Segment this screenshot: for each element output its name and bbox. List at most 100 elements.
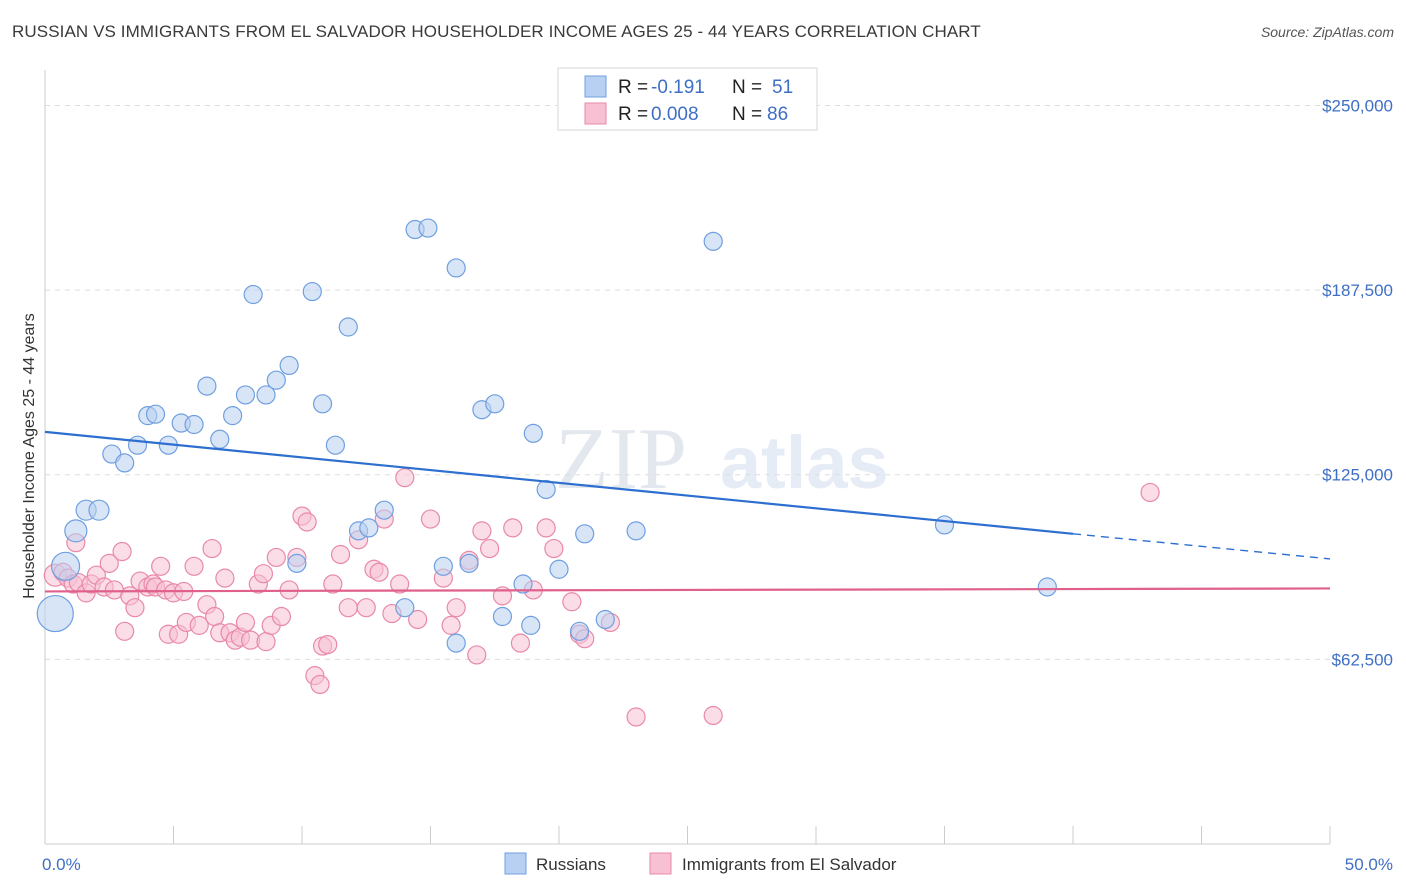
- russian-point: [279, 355, 299, 376]
- legend-russians-swatch: [584, 75, 607, 98]
- legend-bottom-salvador-label: Immigrants from El Salvador: [682, 855, 897, 874]
- russian-point: [446, 258, 466, 278]
- russian-point: [127, 435, 148, 455]
- salvador-point: [446, 598, 466, 618]
- russian-point: [266, 370, 286, 390]
- salvador-point: [330, 544, 351, 565]
- russian-point: [243, 284, 263, 305]
- salvador-point: [310, 674, 330, 695]
- salvador-point: [215, 568, 235, 588]
- legend-r-label-2: R =: [618, 104, 648, 125]
- russian-point: [235, 385, 256, 405]
- legend-r-value-1: -0.191: [651, 77, 705, 98]
- salvador-point: [253, 564, 274, 584]
- russian-point: [569, 621, 590, 641]
- legend-r-value-2: 0.008: [651, 104, 699, 125]
- y-tick-label: $125,000: [1322, 466, 1393, 485]
- russian-point: [88, 499, 110, 521]
- russian-point: [312, 394, 333, 414]
- salvador-point: [125, 598, 145, 618]
- salvador-point: [202, 538, 222, 559]
- legend-n-label-1: N =: [732, 77, 762, 98]
- salvador-point: [115, 621, 135, 641]
- salvador-point: [318, 634, 338, 655]
- salvador-point: [626, 707, 646, 727]
- russian-point: [485, 394, 505, 414]
- russian-point: [549, 559, 569, 579]
- russian-point: [418, 218, 438, 238]
- salvador-point: [467, 645, 487, 665]
- salvador-point: [151, 556, 171, 576]
- russian-point: [626, 521, 646, 541]
- russian-point: [325, 435, 346, 455]
- russian-point: [433, 556, 453, 576]
- salvador-trendline: [44, 587, 1331, 593]
- legend-salvador-swatch: [584, 102, 607, 125]
- russians-trendline-extension: [1072, 533, 1331, 560]
- salvador-point: [323, 574, 343, 594]
- legend-bottom-salvador-swatch: [649, 852, 672, 875]
- salvador-point: [480, 538, 500, 559]
- russian-point: [1037, 577, 1057, 597]
- y-axis-label: Householder Income Ages 25 - 44 years: [21, 313, 38, 599]
- series-legend: Russians Immigrants from El Salvador: [504, 852, 897, 875]
- salvador-point: [562, 592, 582, 612]
- russian-point: [492, 606, 513, 627]
- y-tick-labels: $62,500 $125,000 $187,500 $250,000: [1322, 96, 1393, 669]
- salvador-point: [338, 598, 358, 618]
- russian-point: [523, 423, 543, 443]
- salvador-point: [205, 606, 225, 627]
- axes: [44, 70, 1331, 845]
- salvador-point: [703, 705, 723, 726]
- russian-point: [64, 519, 88, 543]
- stats-legend: R = -0.191 N = 51 R = 0.008 N = 86: [557, 67, 818, 131]
- russian-point: [359, 518, 379, 538]
- salvador-point: [99, 553, 119, 573]
- salvador-point: [441, 615, 461, 635]
- y-tick-label: $250,000: [1322, 96, 1393, 115]
- y-tick-label: $62,500: [1332, 650, 1393, 669]
- russian-point: [595, 609, 615, 630]
- russians-series: [36, 218, 1057, 653]
- legend-bottom-russians-label: Russians: [536, 855, 606, 874]
- russian-point: [703, 231, 723, 251]
- salvador-point: [271, 606, 292, 627]
- russian-point: [575, 524, 595, 544]
- chart-title: RUSSIAN VS IMMIGRANTS FROM EL SALVADOR H…: [12, 22, 981, 41]
- salvador-point: [420, 509, 441, 529]
- salvador-point: [408, 609, 428, 630]
- salvador-point: [266, 547, 286, 568]
- russian-point: [256, 385, 276, 405]
- russian-point: [145, 404, 166, 424]
- russian-point: [374, 500, 394, 520]
- russian-point: [513, 574, 533, 594]
- russian-point: [210, 429, 230, 449]
- salvador-point: [235, 612, 256, 633]
- legend-bottom-russians-swatch: [504, 852, 527, 875]
- gridlines: [45, 104, 1395, 660]
- x-tick-label-max: 50.0%: [1345, 855, 1393, 874]
- russian-point: [521, 615, 541, 635]
- russian-point: [302, 281, 322, 302]
- salvador-point: [503, 518, 523, 538]
- x-tick-label-min: 0.0%: [42, 855, 81, 874]
- source-label: Source: ZipAtlas.com: [1260, 24, 1394, 40]
- salvador-point: [544, 538, 564, 559]
- salvador-point: [472, 521, 492, 541]
- russian-point: [446, 633, 466, 653]
- russian-point: [287, 553, 307, 573]
- salvador-point: [536, 518, 556, 538]
- russian-point: [338, 317, 358, 337]
- salvador-point: [510, 633, 531, 653]
- salvador-point: [1140, 482, 1160, 503]
- salvador-point: [395, 468, 415, 488]
- russian-point: [934, 515, 955, 535]
- y-tick-label: $187,500: [1322, 281, 1393, 300]
- watermark-atlas: atlas: [720, 421, 889, 504]
- legend-n-label-2: N =: [732, 104, 762, 125]
- russian-point: [197, 376, 217, 396]
- legend-n-value-2: 86: [767, 104, 788, 125]
- russian-point: [223, 406, 243, 426]
- salvador-point: [256, 632, 276, 652]
